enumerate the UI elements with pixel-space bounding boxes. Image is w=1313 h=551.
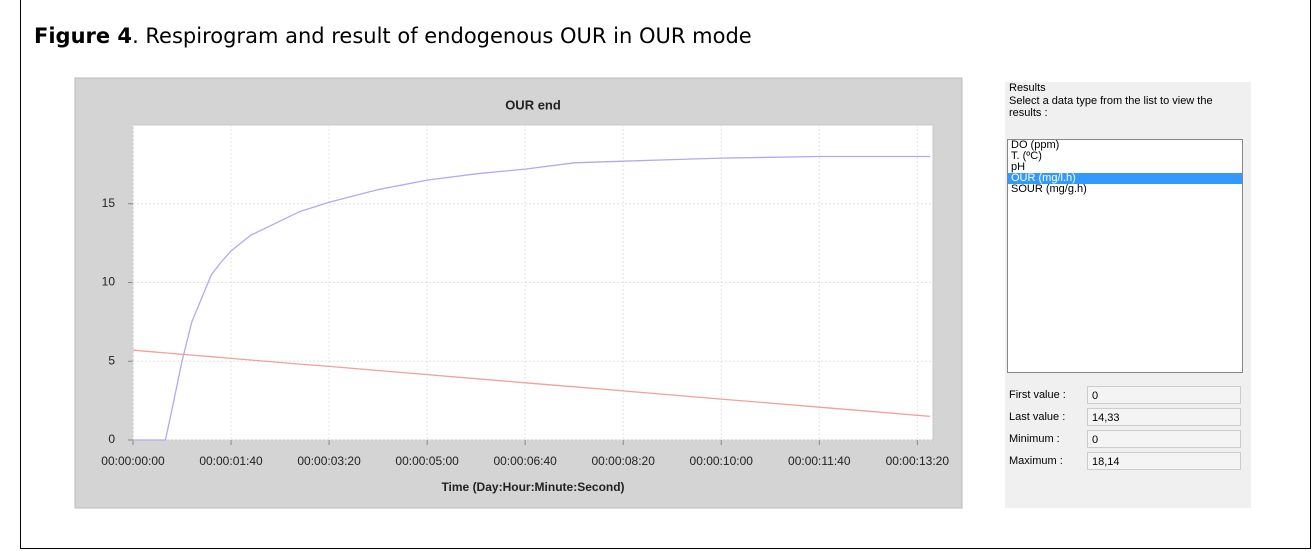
x-axis-label: Time (Day:Hour:Minute:Second) bbox=[441, 480, 624, 494]
caption-text: . Respirogram and result of endogenous O… bbox=[132, 24, 752, 48]
field-label: First value : bbox=[1009, 389, 1066, 401]
figure-frame bbox=[20, 0, 1311, 549]
figure-caption: Figure 4. Respirogram and result of endo… bbox=[34, 24, 752, 48]
x-tick-label: 00:00:05:00 bbox=[395, 454, 459, 468]
instruction: Select a data type from the list to view… bbox=[1009, 95, 1213, 119]
field-value: 14,33 bbox=[1087, 408, 1241, 426]
x-tick-label: 00:00:03:20 bbox=[297, 454, 361, 468]
field-label: Minimum : bbox=[1009, 433, 1060, 445]
y-tick-label: 15 bbox=[102, 196, 116, 210]
x-tick-label: 00:00:01:40 bbox=[199, 454, 263, 468]
chart-title: OUR end bbox=[505, 97, 561, 112]
x-tick-label: 00:00:10:00 bbox=[690, 454, 754, 468]
caption-label: Figure 4 bbox=[34, 24, 133, 48]
results-panel: Results Select a data type from the list… bbox=[1005, 82, 1251, 508]
field-value: 0 bbox=[1087, 430, 1241, 448]
y-tick-label: 5 bbox=[108, 353, 115, 367]
list-item[interactable]: DO (ppm) bbox=[1011, 139, 1060, 151]
x-tick-label: 00:00:13:20 bbox=[886, 454, 950, 468]
field-label: Last value : bbox=[1009, 411, 1066, 423]
field-label: Maximum : bbox=[1009, 455, 1063, 467]
data-type-list[interactable]: DO (ppm) T. (ºC) pH OUR (mg/l.h) SOUR (mg/g.… bbox=[1007, 139, 1243, 373]
x-tick-label: 00:00:08:20 bbox=[591, 454, 655, 468]
y-tick-label: 0 bbox=[108, 432, 115, 446]
x-tick-label: 00:00:11:40 bbox=[788, 454, 851, 468]
field-value: 0 bbox=[1087, 386, 1241, 404]
y-tick-label: 10 bbox=[102, 275, 116, 289]
x-tick-label: 00:00:06:40 bbox=[493, 454, 557, 468]
x-tick-label: 00:00:00:00 bbox=[101, 454, 165, 468]
list-item[interactable]: T. (ºC) bbox=[1011, 150, 1042, 162]
list-item[interactable]: OUR (mg/l.h) bbox=[1008, 173, 1242, 184]
list-item[interactable]: pH bbox=[1011, 161, 1026, 173]
chart: OUR end Time (Day:Hour:Minute:Second) 0 5… bbox=[74, 77, 963, 509]
field-value: 18,14 bbox=[1087, 452, 1241, 470]
data-line bbox=[132, 349, 931, 418]
list-item[interactable]: SOUR (mg/g.h) bbox=[1011, 183, 1087, 195]
group-label: Results bbox=[1009, 82, 1046, 94]
